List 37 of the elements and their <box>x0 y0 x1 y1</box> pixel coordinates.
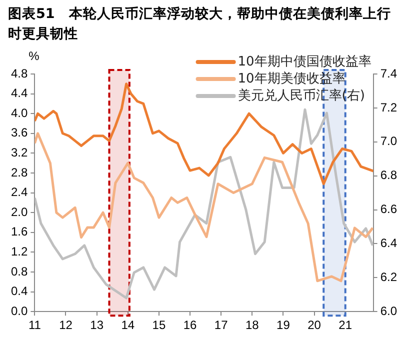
x-tick-label: 17 <box>214 318 228 332</box>
y2-tick-label: 6.2 <box>380 270 398 284</box>
y2-tick-label: 6.4 <box>380 236 398 250</box>
y-tick-label: 0.0 <box>10 304 28 318</box>
y-tick-label: 4.0 <box>10 106 28 120</box>
y2-tick-label: 7.0 <box>380 134 398 148</box>
x-tick-label: 20 <box>308 318 322 332</box>
x-tick-label: 11 <box>28 318 42 332</box>
y-tick-label: 1.2 <box>10 244 28 259</box>
y2-tick-label: 7.2 <box>380 100 398 114</box>
chart-title: 图表51 本轮人民币汇率浮动较大，帮助中债在美债利率上行时更具韧性 <box>8 5 392 44</box>
x-tick-label: 18 <box>245 318 260 332</box>
y-tick-label: 3.2 <box>10 146 28 160</box>
x-tick-label: 19 <box>276 318 290 332</box>
x-tick-label: 14 <box>121 318 135 332</box>
x-tick-label: 15 <box>152 318 166 332</box>
y-tick-label: 2.8 <box>10 165 28 180</box>
x-tick-label: 12 <box>59 318 73 332</box>
x-tick-label: 16 <box>183 318 198 332</box>
y-tick-label: 2.4 <box>10 185 28 200</box>
y-tick-label: 3.6 <box>10 126 28 140</box>
y-tick-label: 2.0 <box>10 204 28 219</box>
y-tick-label: 0.4 <box>10 284 28 298</box>
y-tick-label: 4.8 <box>10 66 28 80</box>
x-tick-label: 13 <box>90 318 104 332</box>
y-tick-label: 0.8 <box>10 264 28 278</box>
legend-label: 10年期美债收益率 <box>238 70 346 86</box>
y2-tick-label: 6.0 <box>380 304 398 318</box>
legend-label: 美元兑人民币汇率(右) <box>238 87 365 104</box>
y-tick-label: 1.6 <box>10 224 28 239</box>
y2-tick-label: 7.4 <box>380 66 398 80</box>
y-axis-title: % <box>28 49 40 63</box>
y2-tick-label: 6.6 <box>380 202 398 216</box>
x-tick-label: 21 <box>338 318 352 332</box>
y-tick-label: 4.4 <box>10 86 28 100</box>
legend-label: 10年期中债国债收益率 <box>238 53 372 70</box>
y2-tick-label: 6.8 <box>380 168 398 182</box>
